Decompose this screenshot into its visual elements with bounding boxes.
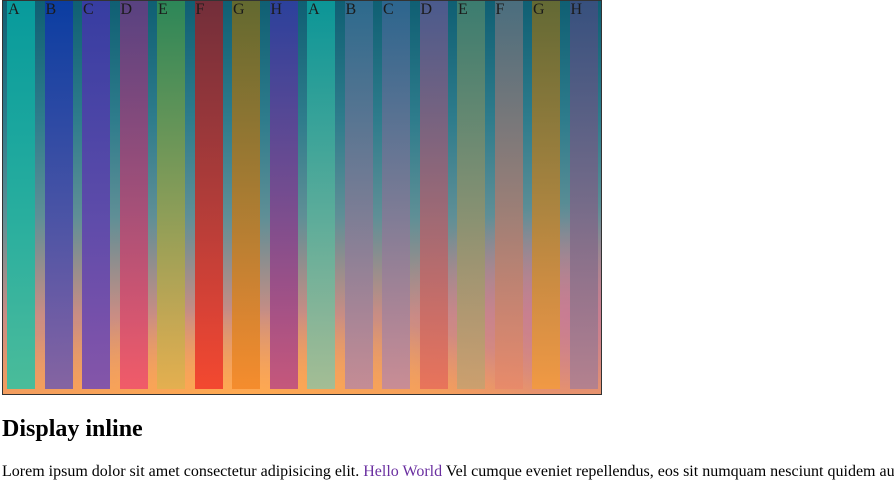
color-bar: F [491,1,529,394]
color-bar-label: H [570,1,583,18]
intro-paragraph: Lorem ipsum dolor sit amet consectetur a… [2,462,894,482]
color-bar: B [341,1,379,394]
color-bar-fill [119,1,148,389]
color-bar: F [191,1,229,394]
color-bar-fill [419,1,448,389]
color-bar: B [41,1,79,394]
color-bar: E [453,1,491,394]
color-bar-fill [457,1,485,389]
color-bar-label: D [120,1,133,18]
color-bar-fill [569,1,598,389]
color-bar-fill [494,1,523,389]
color-bar: A [303,1,341,394]
color-bar-fill [232,1,260,389]
color-bar: C [378,1,416,394]
color-bar-fill [44,1,73,389]
color-bar: G [528,1,566,394]
color-bar-fill [157,1,185,389]
paragraph-text-before: Lorem ipsum dolor sit amet consectetur a… [2,463,364,480]
color-bar: G [228,1,266,394]
color-bar: D [416,1,454,394]
color-bar: H [566,1,602,394]
color-bar-label: B [45,1,57,18]
color-bar-label: B [345,1,357,18]
color-bar-label: A [308,1,320,18]
color-bar-label: A [8,1,20,18]
color-bar-label: F [495,1,505,18]
color-bar-fill [382,1,410,389]
color-bar-fill [344,1,373,389]
color-bar: A [3,1,41,394]
color-bar-label: E [458,1,468,18]
color-bar: H [266,1,304,394]
page-heading: Display inline [2,416,143,442]
paragraph-text-after: Vel cumque eveniet repellendus, eos sit … [442,463,894,480]
color-bar-label: G [533,1,545,18]
color-bar-fill [269,1,298,389]
hello-world-link[interactable]: Hello World [363,463,443,480]
color-bar-fill [194,1,223,389]
color-bar-fill [307,1,335,389]
color-bar: D [116,1,154,394]
color-bar-label: C [83,1,94,18]
color-bar-label: F [195,1,205,18]
color-bar-label: G [233,1,245,18]
color-bar-fill [7,1,35,389]
color-bar-fill [532,1,560,389]
color-bar-label: H [270,1,283,18]
color-bar-label: E [158,1,168,18]
color-bar: C [78,1,116,394]
color-bar-fill [82,1,110,389]
color-bar-label: C [383,1,394,18]
color-bar-label: D [420,1,433,18]
color-bar: E [153,1,191,394]
